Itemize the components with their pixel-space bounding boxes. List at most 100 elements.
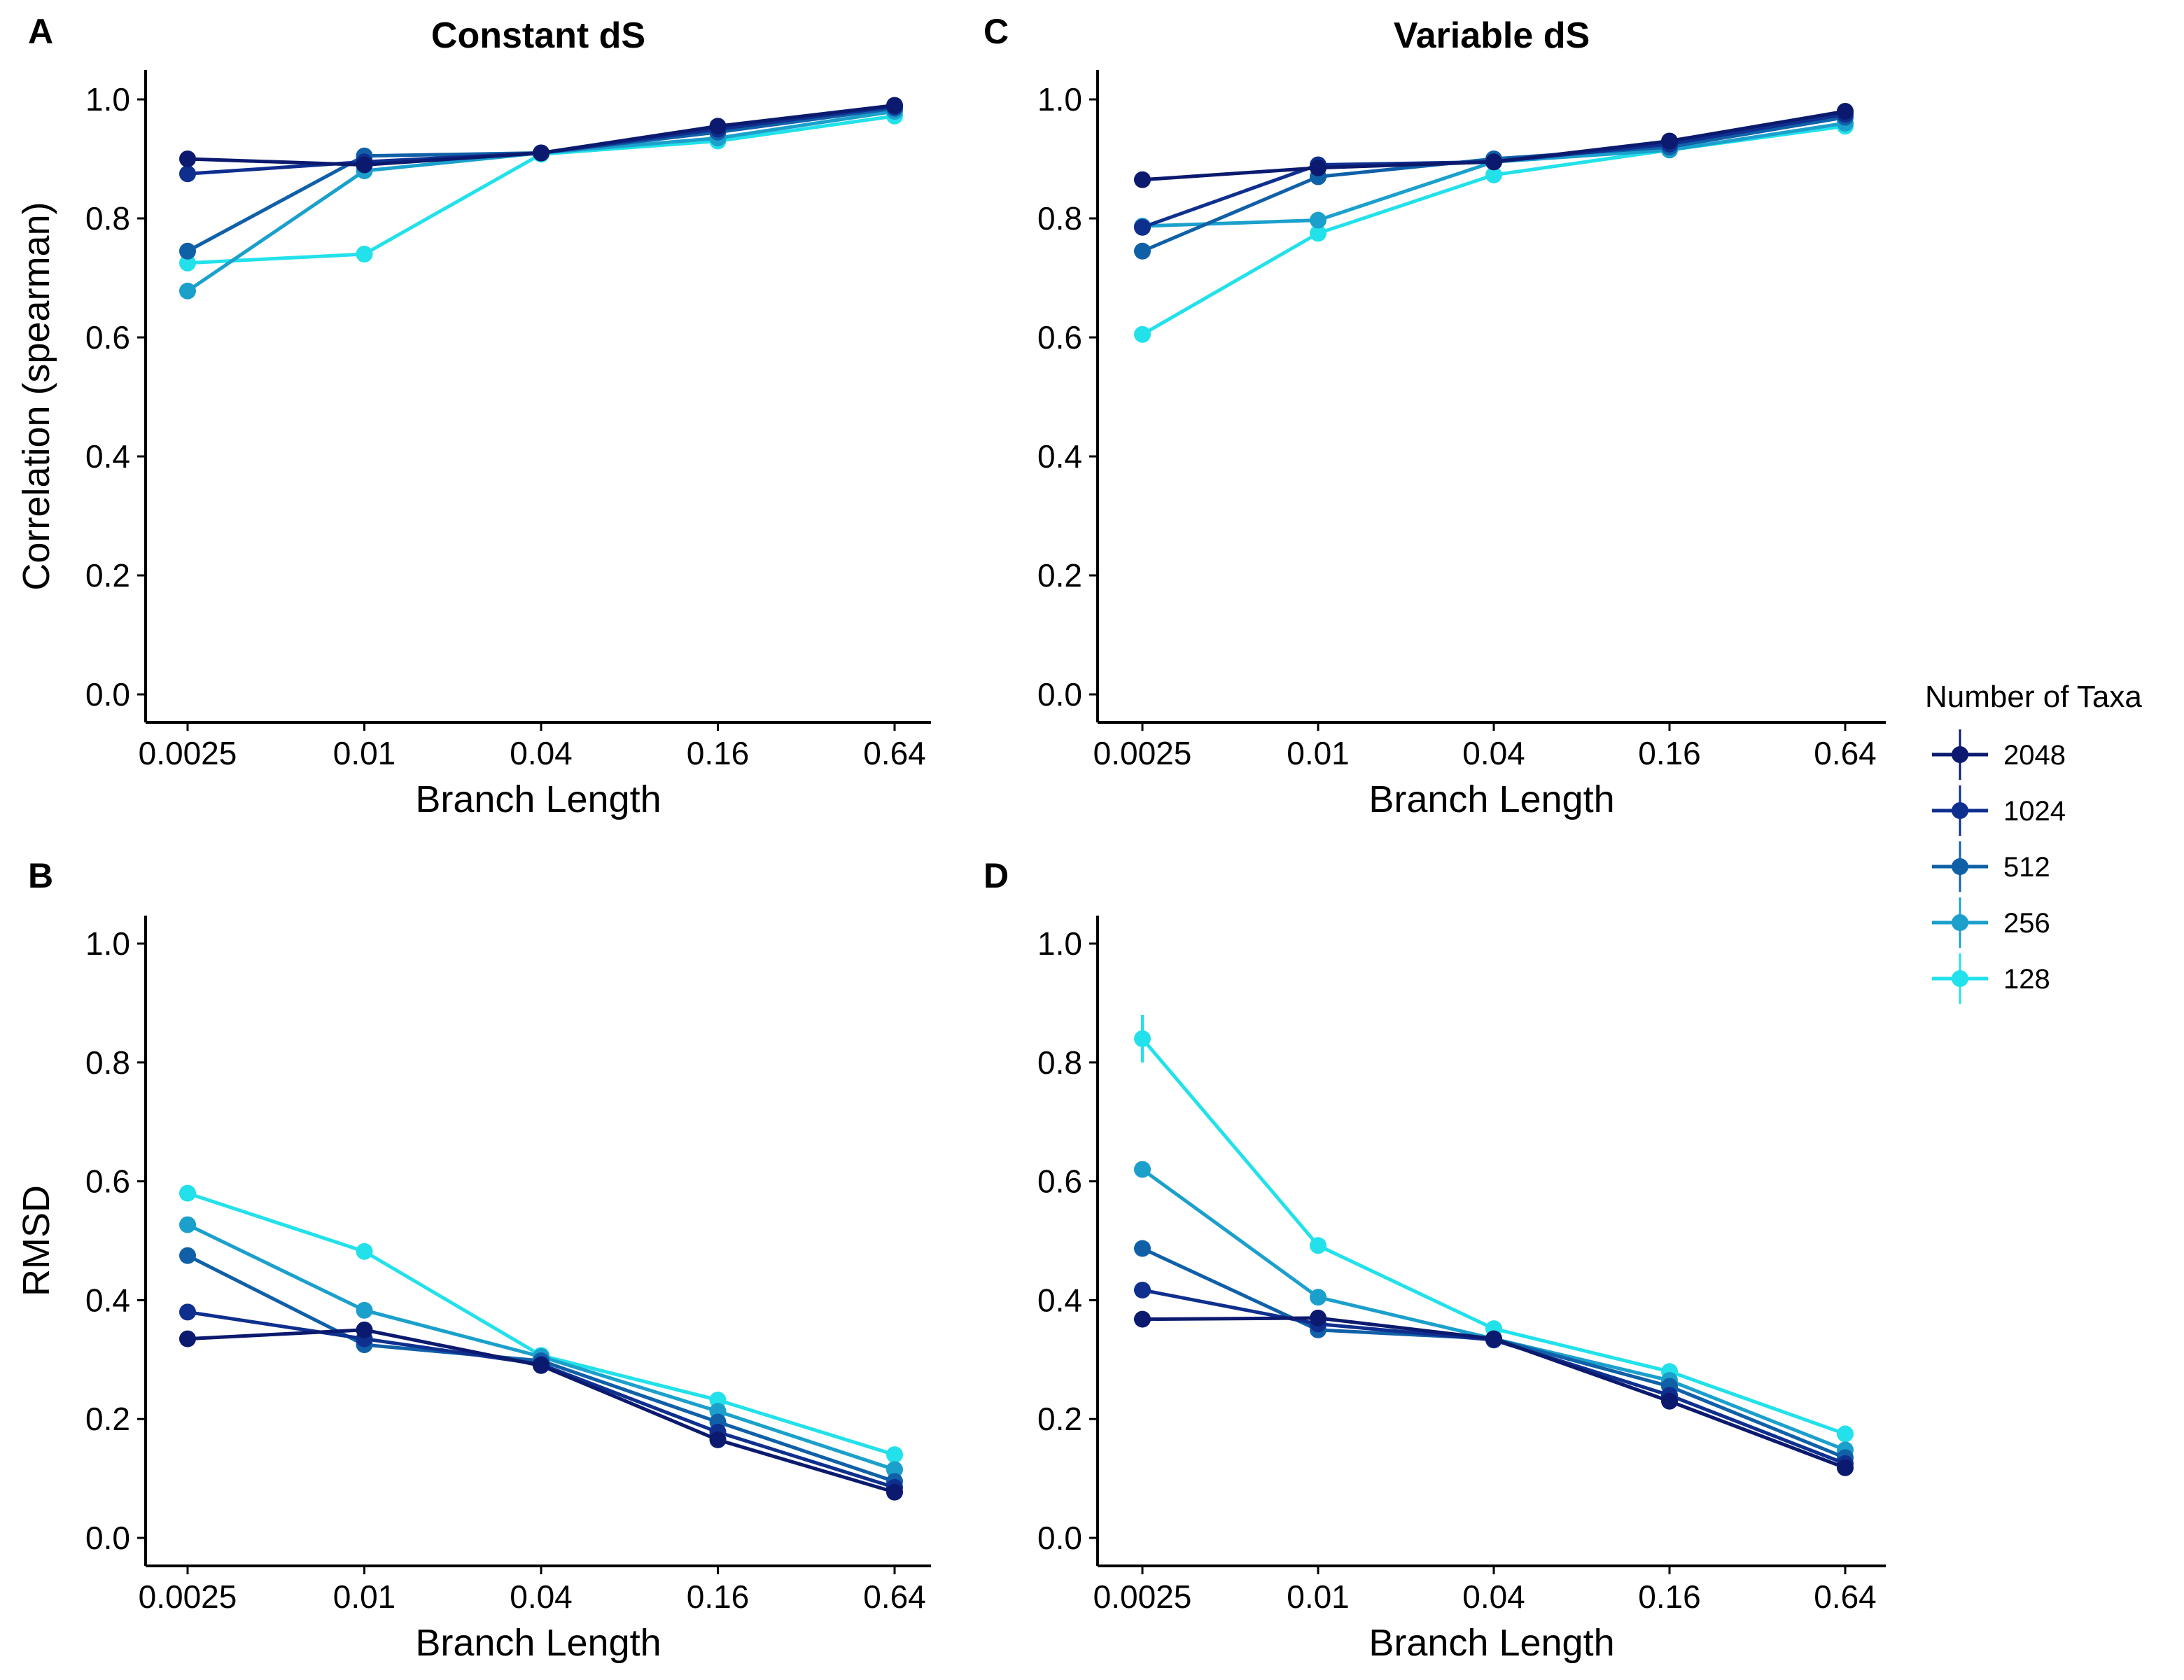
panel-title: Constant dS [431, 15, 645, 56]
data-point [1134, 171, 1151, 188]
panel-a: A Constant dS 0.0 0.2 0.4 0.6 0.8 1.0 0.0025 0.01… [15, 12, 931, 820]
legend-entry: 512 [1932, 841, 2050, 892]
y-tick-label: 0.4 [1037, 438, 1082, 475]
legend-marker [1952, 970, 1968, 987]
series-2048 [179, 97, 903, 174]
x-axis-title: Branch Length [1368, 778, 1614, 820]
panel-b: B 0.0 0.2 0.4 0.6 0.8 1.0 0.0025 0.01 0.04 0.16 0.6… [15, 856, 931, 1664]
x-tick-label: 0.0025 [1093, 1578, 1192, 1615]
data-point [709, 118, 727, 135]
y-tick-label: 0.2 [85, 557, 130, 594]
series-512 [1134, 1240, 1854, 1466]
y-tick-label: 0.6 [85, 319, 130, 356]
data-point [1134, 1310, 1151, 1328]
legend-marker [1952, 914, 1968, 931]
data-point [179, 1330, 196, 1348]
data-point [886, 1483, 903, 1501]
data-point [1134, 1240, 1151, 1257]
x-axis-title: Branch Length [1368, 1622, 1614, 1664]
panel-letter: A [28, 12, 53, 51]
series-line [187, 114, 895, 265]
data-point [1310, 1237, 1326, 1254]
data-point [1837, 1459, 1854, 1476]
series-2048 [1134, 1309, 1854, 1476]
data-point [356, 156, 373, 174]
x-tick-label: 0.0025 [1093, 735, 1192, 771]
series-line [1142, 1288, 1846, 1466]
data-point [533, 1357, 550, 1374]
series-1024 [1134, 1281, 1854, 1472]
panel-c: C Variable dS 0.0 0.2 0.4 0.6 0.8 1.0 0.0025 0.01… [983, 12, 1886, 820]
y-tick-label: 0.2 [1037, 1401, 1082, 1437]
legend-label: 512 [2003, 852, 2050, 883]
legend-entry: 128 [1932, 953, 2050, 1004]
data-point [179, 254, 196, 272]
x-tick-label: 0.04 [1462, 735, 1525, 771]
x-tick-label: 0.04 [510, 735, 573, 771]
x-tick-label: 0.0025 [139, 1578, 237, 1615]
data-point [1310, 159, 1326, 176]
x-tick-label: 0.01 [333, 735, 396, 771]
data-point [1134, 1281, 1151, 1298]
data-point [179, 1303, 196, 1321]
panel-d: D 0.0 0.2 0.4 0.6 0.8 1.0 0.0025 0.01 0.04 0.16 0.6… [983, 856, 1886, 1664]
data-point [179, 282, 196, 300]
y-tick-label: 0.0 [1037, 676, 1082, 713]
data-point [1134, 242, 1151, 260]
series-128 [179, 1184, 903, 1464]
data-point [1310, 1289, 1326, 1306]
series-128 [179, 107, 903, 272]
y-tick-label: 0.4 [1037, 1282, 1082, 1318]
y-tick-label: 0.4 [85, 1282, 130, 1318]
series-2048 [179, 1321, 903, 1501]
data-point [1837, 103, 1854, 120]
x-tick-label: 0.16 [687, 735, 750, 771]
series-line [186, 109, 895, 293]
y-tick-label: 1.0 [1037, 81, 1082, 118]
series-128 [1134, 1030, 1854, 1443]
y-tick-label: 0.4 [85, 438, 130, 475]
series-line [187, 1191, 895, 1457]
x-tick-label: 0.64 [863, 735, 926, 771]
legend-marker [1952, 802, 1968, 819]
x-tick-label: 0.64 [1814, 735, 1877, 771]
legend: Number of Taxa 2048 1024 512 256 128 [1925, 680, 2142, 1004]
series-line [1141, 1037, 1846, 1436]
data-point [179, 1184, 196, 1202]
data-point [179, 1247, 196, 1264]
data-point [356, 1301, 373, 1319]
x-tick-label: 0.64 [863, 1578, 926, 1615]
data-point [1661, 132, 1678, 150]
x-tick-label: 0.01 [1287, 1578, 1350, 1615]
x-tick-label: 0.01 [1287, 735, 1350, 771]
y-axis-title: Correlation (spearman) [15, 202, 57, 590]
panel-letter: B [28, 856, 53, 895]
data-point [1134, 326, 1151, 343]
y-tick-label: 0.0 [1037, 1520, 1082, 1556]
y-tick-label: 0.6 [85, 1163, 130, 1200]
data-point [533, 144, 550, 162]
data-point [1837, 1425, 1854, 1443]
legend-label: 2048 [2003, 740, 2066, 771]
y-tick-label: 0.0 [85, 1520, 130, 1556]
y-tick-label: 1.0 [1037, 925, 1082, 962]
data-point [356, 246, 373, 262]
data-point [179, 150, 196, 167]
x-tick-label: 0.04 [1462, 1578, 1525, 1615]
y-tick-label: 0.8 [85, 1044, 130, 1081]
data-point [1485, 166, 1502, 183]
legend-marker [1952, 858, 1968, 875]
x-tick-label: 0.04 [510, 1578, 573, 1615]
data-point [1485, 153, 1502, 171]
x-tick-label: 0.16 [1638, 735, 1701, 771]
x-tick-label: 0.64 [1814, 1578, 1877, 1615]
y-tick-label: 1.0 [85, 925, 130, 962]
legend-entry: 2048 [1932, 729, 2066, 780]
legend-label: 1024 [2003, 796, 2066, 827]
series-line [1142, 115, 1846, 253]
data-point [709, 1431, 727, 1448]
x-tick-label: 0.0025 [139, 735, 237, 771]
panel-title: Variable dS [1394, 15, 1590, 56]
y-tick-label: 0.6 [1037, 1163, 1082, 1200]
